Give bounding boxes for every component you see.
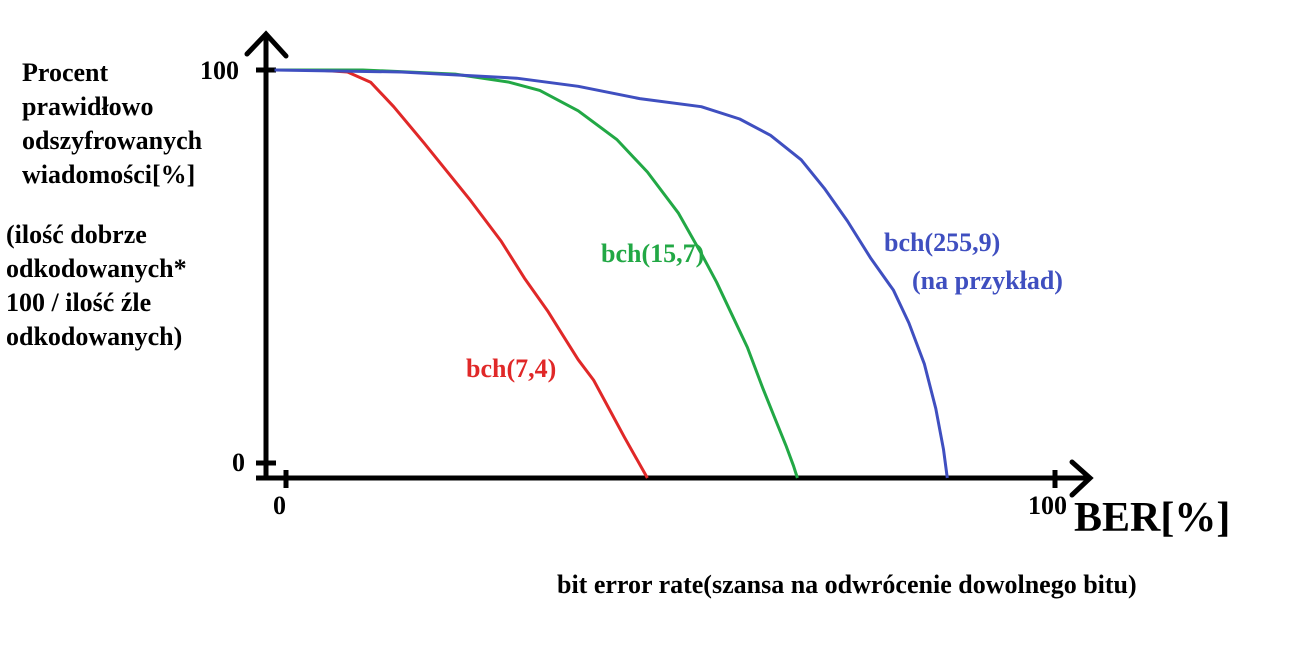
- y-axis-note-line: (ilość dobrze: [6, 220, 147, 249]
- x-tick-label-100: 100: [1028, 491, 1067, 520]
- y-axis-label: Procent prawidłowo odszyfrowanych wiadom…: [22, 56, 202, 192]
- series-line-bch-7-4: [274, 68, 649, 479]
- x-tick-label-0: 0: [273, 491, 286, 520]
- series-label-bch-255-9: bch(255,9): [884, 228, 1001, 257]
- series-layer: [274, 68, 949, 479]
- y-axis-note-line: odkodowanych*: [6, 254, 187, 283]
- y-axis-label-line: prawidłowo: [22, 92, 154, 121]
- y-tick-label-100: 100: [200, 56, 239, 85]
- y-axis-label-line: wiadomości[%]: [22, 160, 196, 189]
- x-axis-label: BER[%]: [1074, 495, 1231, 541]
- series-label-bch-15-7: bch(15,7): [601, 239, 705, 268]
- series-line-bch-15-7: [274, 68, 799, 479]
- y-axis-arrowhead: [244, 30, 289, 59]
- y-axis-note: (ilość dobrze odkodowanych* 100 / ilość …: [6, 218, 187, 354]
- series-label-example-note: (na przykład): [912, 266, 1063, 295]
- x-axis-arrowhead: [1069, 459, 1094, 498]
- y-axis-note-line: 100 / ilość źle: [6, 288, 152, 317]
- y-tick-label-0: 0: [232, 448, 245, 477]
- series-label-bch-7-4: bch(7,4): [466, 354, 557, 383]
- series-line-bch-255-9: [274, 68, 949, 479]
- y-axis-label-line: Procent: [22, 58, 109, 87]
- x-axis-note: bit error rate(szansa na odwrócenie dowo…: [557, 570, 1137, 599]
- y-axis-note-line: odkodowanych): [6, 322, 183, 351]
- y-axis-label-line: odszyfrowanych: [22, 126, 203, 155]
